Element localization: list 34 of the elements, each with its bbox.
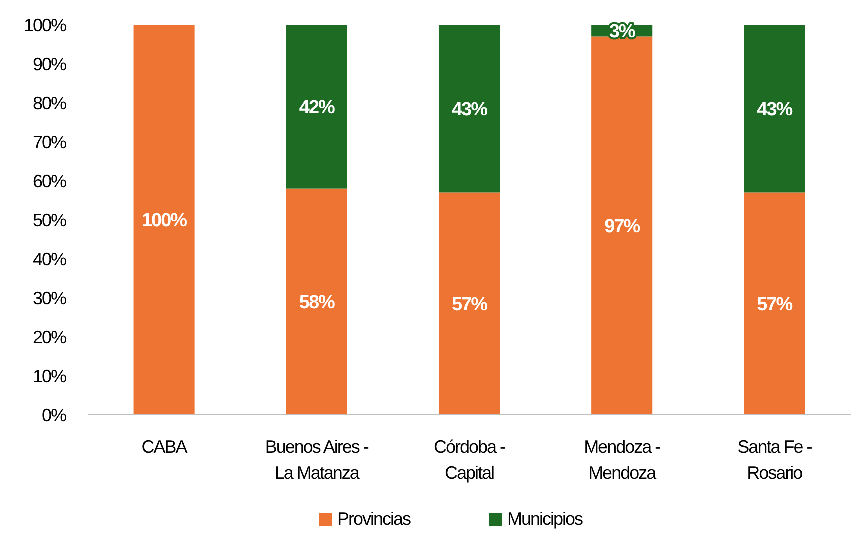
x-tick-label: CABA — [142, 437, 188, 457]
y-tick-label: 20% — [32, 327, 67, 348]
data-label: 58% — [299, 292, 336, 314]
bar — [286, 25, 348, 189]
y-tick-label: 40% — [32, 249, 67, 270]
data-label: 43% — [757, 100, 794, 120]
data-label: 43% — [452, 100, 488, 120]
y-tick-label: 50% — [32, 210, 67, 230]
bar — [744, 192, 806, 415]
data-label: 97% — [604, 216, 641, 238]
data-label: 42% — [299, 98, 336, 119]
x-tick-label: Córdoba - Capital — [434, 437, 506, 483]
y-tick-label: 60% — [32, 171, 67, 192]
x-tick-label: Buenos Aires - La Matanza — [265, 437, 370, 483]
y-tick-label: 90% — [32, 54, 67, 74]
y-tick-label: 30% — [32, 288, 67, 308]
y-tick-label: 100% — [24, 15, 67, 36]
x-tick-label: Mendoza - Mendoza — [584, 437, 662, 483]
x-tick-label: Santa Fe - Rosario — [738, 437, 813, 483]
bar — [438, 192, 500, 415]
legend-label: Municipios — [508, 509, 584, 529]
legend-label: Provincias — [338, 509, 412, 529]
bar — [134, 25, 195, 415]
data-label: 57% — [757, 294, 794, 316]
y-tick-label: 80% — [32, 93, 67, 114]
y-tick-label: 0% — [42, 405, 67, 426]
bar — [744, 25, 806, 193]
bar — [592, 36, 653, 415]
bar — [438, 25, 500, 193]
y-tick-label: 10% — [32, 366, 67, 386]
data-label: 100% — [142, 210, 188, 232]
bar — [286, 188, 348, 415]
data-label: 57% — [452, 294, 488, 316]
y-tick-label: 70% — [32, 132, 67, 152]
